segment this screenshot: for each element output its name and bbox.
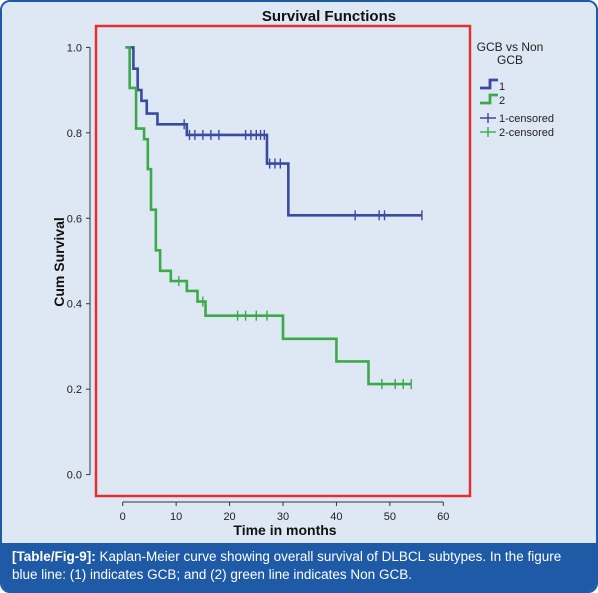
x-tick-label: 30 xyxy=(277,511,289,523)
legend-title: GCB vs Non xyxy=(477,40,544,54)
legend-swatch-1 xyxy=(480,78,498,90)
series-1-line xyxy=(125,46,422,217)
y-tick-label: 0.6 xyxy=(67,213,82,225)
y-tick-label: 0.4 xyxy=(67,299,82,311)
plot-area: Survival Functions Time in months Cum Su… xyxy=(2,2,596,542)
survival-chart: Survival Functions Time in months Cum Su… xyxy=(51,8,554,538)
x-tick-label: 0 xyxy=(120,511,126,523)
plot-border xyxy=(94,24,472,498)
axes: 0.0 0.2 0.4 0.6 0.8 1.0 0 10 20 30 40 50 60 xyxy=(67,42,450,523)
series-layer xyxy=(125,46,423,390)
y-axis-label: Cum Survival xyxy=(51,217,67,306)
x-axis-label: Time in months xyxy=(233,522,336,538)
figure-caption: [Table/Fig-9]: Kaplan-Meier curve showin… xyxy=(2,543,596,591)
legend-label-2: 2 xyxy=(499,95,505,107)
legend-label-1: 1 xyxy=(499,81,505,93)
x-tick-label: 20 xyxy=(223,511,235,523)
y-tick-label: 0.8 xyxy=(67,128,82,140)
caption-tag: [Table/Fig-9]: xyxy=(12,549,96,564)
y-tick-label: 1.0 xyxy=(67,42,82,54)
legend-title: GCB xyxy=(497,53,523,67)
legend-swatch-2 xyxy=(480,93,498,105)
caption-text: Kaplan-Meier curve showing overall survi… xyxy=(12,549,562,582)
legend-label-2-censored: 2-censored xyxy=(499,127,554,139)
x-tick-label: 10 xyxy=(170,511,182,523)
x-tick-label: 60 xyxy=(437,511,449,523)
chart-title: Survival Functions xyxy=(262,8,396,25)
series-2-line xyxy=(125,46,412,386)
y-tick-label: 0.2 xyxy=(67,384,82,396)
y-tick-label: 0.0 xyxy=(67,470,82,482)
x-tick-label: 40 xyxy=(330,511,342,523)
legend-label-1-censored: 1-censored xyxy=(499,113,554,125)
x-tick-label: 50 xyxy=(384,511,396,523)
